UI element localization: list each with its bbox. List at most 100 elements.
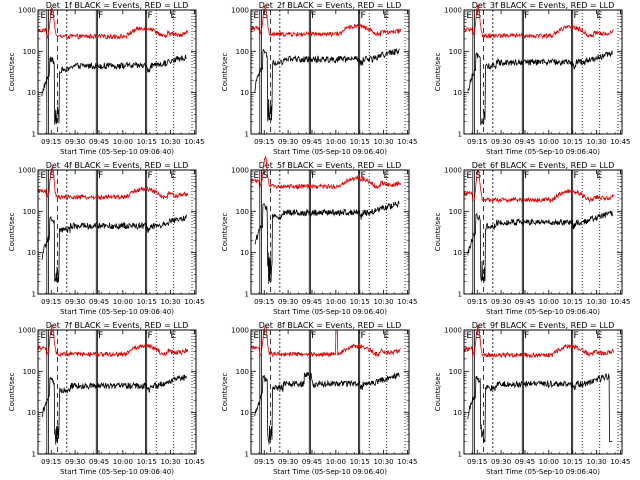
flag-letter-f: F <box>360 171 365 181</box>
panel-det-8: Det_8f BLACK = Events, RED = LLD Counts/s… <box>221 321 418 476</box>
y-tick-label: 1000 <box>231 7 249 15</box>
y-tick-label: 1000 <box>18 167 36 175</box>
flag-letter-f: F <box>147 331 152 341</box>
y-axis-label: Counts/sec <box>8 373 16 412</box>
events-black-series <box>41 214 187 283</box>
x-tick-label: 10:45 <box>610 298 630 306</box>
x-tick-label: 10:45 <box>610 138 630 146</box>
flag-letter-f: F <box>573 11 578 21</box>
x-tick-label: 09:30 <box>65 138 85 146</box>
y-axis-label: Counts/sec <box>221 53 229 92</box>
x-tick-label: 10:45 <box>184 138 204 146</box>
x-tick-label: 09:15 <box>467 138 487 146</box>
flag-letter-e: E <box>384 331 390 341</box>
panel-title: Det_9f BLACK = Events, RED = LLD <box>472 321 615 330</box>
flag-letter-f: F <box>98 331 103 341</box>
y-tick-label: 1000 <box>231 327 249 335</box>
y-tick-label: 10 <box>240 249 249 257</box>
events-black-series <box>467 210 613 283</box>
x-tick-label: 10:30 <box>586 298 606 306</box>
y-axis-label: Counts/sec <box>434 213 442 252</box>
flag-letter-f: F <box>360 331 365 341</box>
y-axis-label: Counts/sec <box>221 373 229 412</box>
plot-frame <box>37 9 197 135</box>
panel-title: Det_4f BLACK = Events, RED = LLD <box>46 161 189 170</box>
x-tick-label: 10:00 <box>539 138 559 146</box>
lld-red-series <box>250 5 402 38</box>
y-tick-label: 10 <box>453 89 462 97</box>
plot-frame <box>463 169 623 295</box>
x-tick-label: 09:45 <box>515 298 535 306</box>
flag-letter-e: E <box>466 171 472 181</box>
x-tick-label: 09:45 <box>89 458 109 466</box>
y-tick-label: 1000 <box>18 327 36 335</box>
flag-letter-s: S <box>49 331 55 341</box>
events-black-series <box>254 47 400 122</box>
y-tick-label: 1 <box>32 451 36 459</box>
x-tick-label: 09:45 <box>89 298 109 306</box>
plot-frame <box>250 329 410 455</box>
x-tick-label: 09:45 <box>89 138 109 146</box>
x-tick-label: 10:30 <box>586 458 606 466</box>
panel-title: Det_3f BLACK = Events, RED = LLD <box>472 1 615 10</box>
x-tick-label: 09:30 <box>491 138 511 146</box>
x-tick-label: 10:30 <box>160 138 180 146</box>
x-axis-label: Start Time (05-Sep-10 09:06:40) <box>60 308 174 316</box>
x-tick-label: 10:00 <box>113 458 133 466</box>
x-tick-label: 09:30 <box>65 298 85 306</box>
panel-det-2: Det_2f BLACK = Events, RED = LLD Counts/s… <box>221 1 418 156</box>
flag-letter-s: S <box>475 331 481 341</box>
flag-letter-f: F <box>524 11 529 21</box>
y-tick-label: 100 <box>236 368 249 376</box>
y-tick-label: 100 <box>449 368 462 376</box>
lld-red-series <box>37 166 189 201</box>
flag-letter-e: E <box>171 331 177 341</box>
y-tick-label: 1 <box>32 131 36 139</box>
y-tick-label: 10 <box>27 89 36 97</box>
x-axis-label: Start Time (05-Sep-10 09:06:40) <box>273 148 387 156</box>
x-tick-label: 10:00 <box>326 298 346 306</box>
flag-letter-e: E <box>253 11 259 21</box>
lld-red-series <box>37 6 189 41</box>
y-tick-label: 10 <box>27 409 36 417</box>
x-tick-label: 09:45 <box>515 458 535 466</box>
flag-letter-e: E <box>466 11 472 21</box>
flag-letter-s: S <box>262 331 268 341</box>
x-tick-label: 10:00 <box>326 458 346 466</box>
flag-letter-e: E <box>253 171 259 181</box>
flag-letter-e: E <box>384 171 390 181</box>
x-tick-label: 09:15 <box>41 458 61 466</box>
flag-letter-s: S <box>475 11 481 21</box>
x-axis-label: Start Time (05-Sep-10 09:06:40) <box>486 308 600 316</box>
x-tick-label: 09:15 <box>41 138 61 146</box>
y-tick-label: 100 <box>449 208 462 216</box>
flag-letter-f: F <box>524 331 529 341</box>
y-tick-label: 10 <box>240 409 249 417</box>
y-tick-label: 1000 <box>18 7 36 15</box>
flag-letter-f: F <box>147 171 152 181</box>
y-tick-label: 10 <box>240 89 249 97</box>
x-tick-label: 09:30 <box>491 298 511 306</box>
x-tick-label: 09:45 <box>302 298 322 306</box>
flag-letter-f: F <box>524 171 529 181</box>
y-tick-label: 100 <box>236 48 249 56</box>
panel-det-1: Det_1f BLACK = Events, RED = LLD Counts/s… <box>8 1 205 156</box>
panel-det-7: Det_7f BLACK = Events, RED = LLD Counts/s… <box>8 321 205 476</box>
y-tick-label: 1 <box>32 291 36 299</box>
y-tick-label: 1 <box>458 451 462 459</box>
y-tick-label: 1 <box>245 291 249 299</box>
x-tick-label: 10:45 <box>397 298 417 306</box>
panel-title: Det_8f BLACK = Events, RED = LLD <box>259 321 402 330</box>
flag-letter-s: S <box>49 171 55 181</box>
flag-letter-e: E <box>171 11 177 21</box>
plot-frame <box>250 169 410 295</box>
events-black-series <box>467 50 613 126</box>
x-tick-label: 10:30 <box>160 458 180 466</box>
plot-frame <box>37 329 197 455</box>
y-tick-label: 1000 <box>231 167 249 175</box>
x-tick-label: 09:30 <box>491 458 511 466</box>
lld-red-series <box>250 155 402 190</box>
flag-letter-f: F <box>98 11 103 21</box>
flag-letter-e: E <box>597 11 603 21</box>
